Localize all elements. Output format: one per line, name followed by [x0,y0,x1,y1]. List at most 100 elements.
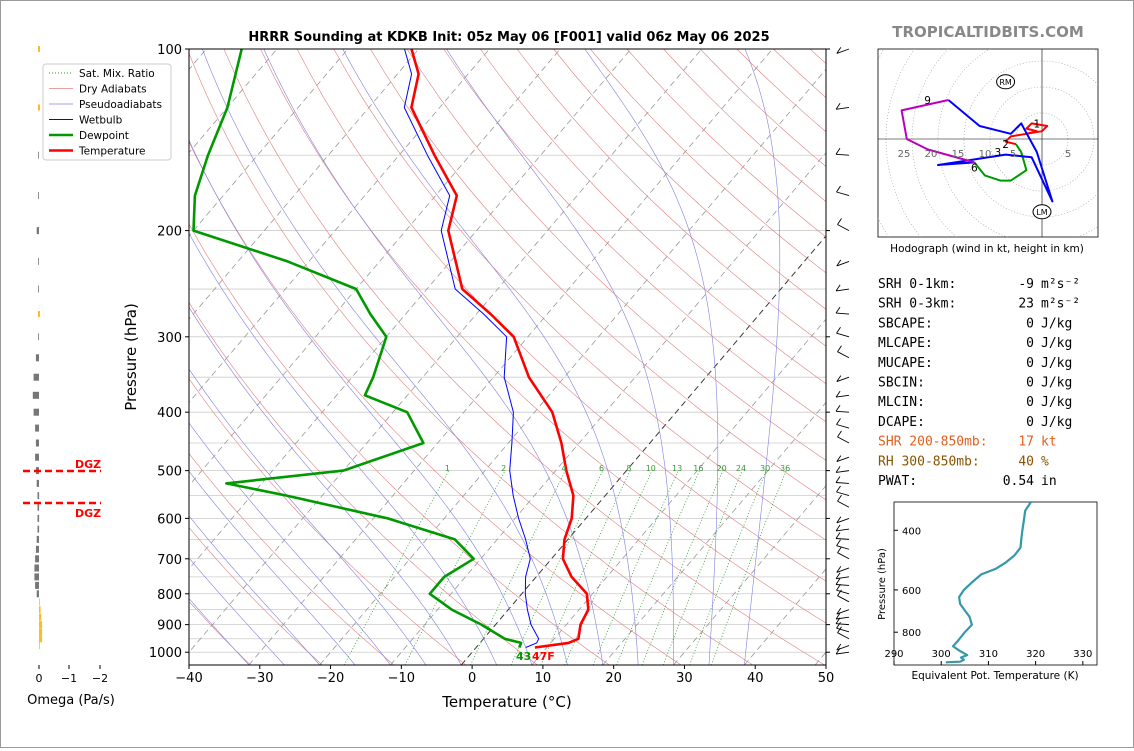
dry-adiabat-line [480,49,826,385]
skewt-y-tick-label: 100 [157,43,182,58]
hodograph-ring-label: 15 [952,149,965,160]
mixing-ratio-line [540,470,631,665]
parameter-value: 0 [1026,395,1034,410]
wind-barb-flag [835,647,841,655]
parameter-value: 0 [1026,356,1034,371]
mixing-ratio-label: 36 [780,464,790,473]
skewt-background-lines [189,49,826,665]
omega-bar [36,535,39,543]
wind-barb-staff [836,528,850,532]
dry-adiabat-line [370,49,826,501]
wind-barb-flag [836,539,841,546]
parameter-unit: J/kg [1041,376,1072,391]
theta-e-y-tick-label: 800 [902,628,921,639]
parameter-unit: J/kg [1041,316,1072,331]
legend-label-dewpoint: Dewpoint [79,130,129,142]
legend-label-dry-adiabats: Dry Adiabats [79,84,147,96]
wind-barb-staff [837,224,850,231]
wind-barb-staff [836,589,850,595]
skewt-x-axis-label: Temperature (°C) [441,693,571,711]
wind-barb-flag [835,284,841,292]
parameter-unit: % [1041,454,1049,469]
isotherm-line [189,49,278,154]
isotherm-line [189,49,632,570]
skewt-y-axis-label: Pressure (hPa) [122,303,140,411]
pseudoadiabat-line [189,557,285,665]
wind-barb-staff [836,48,850,54]
hodograph-ring-label: 5 [1010,149,1016,160]
omega-bar [37,514,40,522]
omega-bar [33,373,39,381]
wind-barb-flag [837,430,842,438]
omega-bar [36,590,39,598]
isotherm-line [673,485,826,665]
hodograph-ring-label: 20 [925,149,938,160]
pseudoadiabat-line [189,598,250,665]
mixing-ratio-label: 6 [599,464,604,473]
dewpoint-trace [192,49,523,648]
skewt-y-tick-label: 500 [157,465,182,480]
parameter-unit: J/kg [1041,336,1072,351]
omega-bar [38,333,39,341]
hodograph-panel: 25 20 15 10 5 5 RM LM 1 23 6 9 Hodograph (wind in … [877,48,1099,255]
wind-barb-flag [836,643,842,651]
wind-barb-flag [835,612,841,620]
hodograph-markers: RM LM 1 23 6 9 [924,74,1052,220]
wind-barb-staff [835,312,850,315]
dry-adiabat-line [553,49,826,310]
hodograph-height-label: 1 [1033,118,1040,130]
omega-bar [35,424,39,432]
parameter-label: MLCIN: [878,395,925,410]
temperature-trace [410,49,590,649]
omega-tick-label: −1 [61,672,77,685]
parameter-value: 0 [1026,316,1034,331]
wind-barb-staff [835,584,850,586]
wind-barb-staff [837,552,850,560]
dry-adiabat-line [333,49,826,541]
wind-barb-staff [837,500,850,508]
isotherm-line [248,49,773,665]
mixing-ratio-label: 30 [760,464,770,473]
wind-barb-flag [836,375,842,382]
legend-box [42,63,172,161]
wind-barb-flag [836,516,842,524]
skewt-series [192,49,590,649]
pseudoadiabat-line [744,49,781,665]
omega-bar [39,635,43,643]
wind-barb-flag [837,589,842,596]
omega-bars [32,46,43,650]
parameter-value: 40 [1018,454,1034,469]
dry-adiabat-line [189,141,682,665]
omega-bar [35,354,39,362]
wind-barb-staff [836,261,850,267]
omega-bar [32,391,39,399]
parameter-value: 17 [1018,435,1034,450]
wind-barb-flag [835,103,841,110]
parameter-label: DCAPE: [878,415,925,430]
theta-e-ticks: 290 300 310 320 330 400 600 800 [884,526,1092,665]
theta-e-x-tick-label: 300 [932,649,951,660]
theta-e-x-tick-label: 290 [884,649,903,660]
hodograph-storm-motion-marker [1032,204,1052,220]
legend-label-pseudoadiabats: Pseudoadiabats [79,99,162,111]
pseudoadiabat-line [446,49,674,665]
wind-barb-flag [835,572,841,579]
pseudoadiabat-line [584,49,719,665]
omega-bar [38,257,39,265]
skewt-y-ticks: 100 200 300 400 500 600 700 800 900 1000 [149,43,830,661]
omega-bar [35,555,39,563]
skewt-y-tick-label: 700 [157,553,182,568]
theta-e-x-tick-label: 330 [1073,649,1092,660]
omega-x-ticks: 0 −1 −2 [36,665,108,685]
parameter-label: MUCAPE: [878,356,933,371]
omega-tick-label: 0 [36,672,43,685]
wind-barb-flag [836,455,842,462]
wind-barb-flag [837,218,842,225]
theta-e-y-tick-label: 600 [902,586,921,597]
wind-barb-flag [835,148,841,155]
mixing-ratio-label: 24 [736,464,746,473]
wind-barb-staff [836,191,850,197]
isotherm-line [531,318,826,665]
